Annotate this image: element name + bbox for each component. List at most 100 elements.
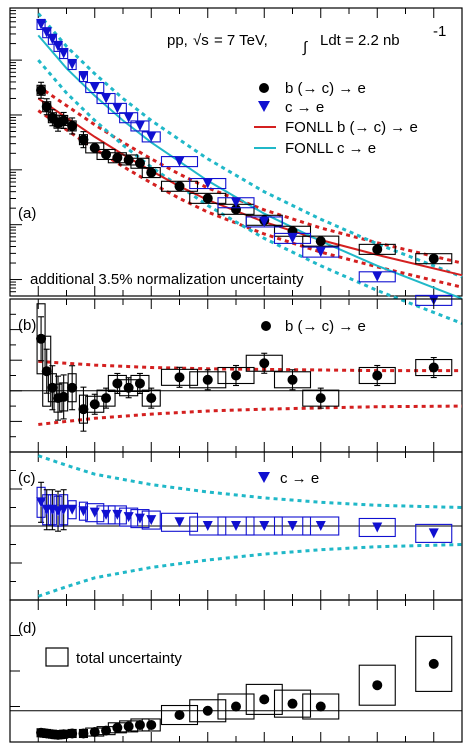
- c-data-point: [315, 247, 326, 258]
- c-data-point: [47, 34, 58, 45]
- panel-d-data-point: [372, 680, 383, 691]
- panel-c-data-point: [287, 521, 298, 531]
- c-data-point: [41, 27, 52, 38]
- legend-label-c: c → e: [285, 99, 324, 116]
- legend-label-panel-c: c → e: [280, 470, 319, 487]
- panel-d-uncertainty-box: [273, 689, 312, 718]
- c-data-point: [146, 131, 157, 142]
- panel-c-syst-box: [415, 523, 453, 543]
- panel-c-data-point: [231, 521, 241, 531]
- header-sqrt-s: √s: [193, 32, 209, 49]
- c-data-point: [287, 233, 298, 244]
- panel-c-data-point: [53, 506, 64, 517]
- panel-c-data-point: [174, 517, 185, 528]
- c-data-point: [53, 41, 64, 52]
- b-data-point: [78, 134, 89, 145]
- panel-c-syst-box: [358, 517, 396, 538]
- header-luminosity: Ldt = 2.2 nb: [320, 32, 400, 49]
- legend-marker-c-triangle-panel-c: [258, 472, 270, 483]
- b-data-point: [428, 253, 439, 264]
- fonll-c-upper-band: [37, 12, 463, 279]
- b-data-point: [89, 142, 100, 153]
- panel-c-data-point: [428, 528, 439, 539]
- panel-c-data-point: [259, 521, 270, 531]
- panel-c-data-point: [134, 513, 145, 524]
- panel-b-data-point: [146, 393, 157, 404]
- b-data-point: [101, 149, 112, 160]
- panel-b-data-point: [202, 374, 213, 385]
- panel-d-frame: [9, 599, 463, 743]
- panel-d-data-point: [287, 698, 298, 709]
- panel-b-data-point: [315, 393, 326, 404]
- legend-label-panel-d: total uncertainty: [76, 650, 182, 667]
- panel-label-b: (b): [18, 317, 36, 334]
- header-luminosity-exponent: -1: [433, 23, 446, 40]
- panel-c-syst-box: [160, 512, 199, 532]
- b-data-point: [202, 193, 213, 204]
- panel-b-data-point: [67, 382, 78, 393]
- panel-d-data-point: [67, 728, 78, 739]
- panel-c-data-point: [67, 504, 78, 515]
- panel-b-data-point: [47, 382, 58, 393]
- panel-c-data-point: [101, 509, 112, 520]
- b-data-point: [58, 115, 69, 126]
- panel-d-uncertainty-box: [415, 635, 453, 692]
- panel-b-fonll-upper: [38, 359, 462, 373]
- panel-d-data-point: [174, 710, 185, 721]
- panel-c-data-point: [58, 504, 69, 515]
- b-data-point: [41, 101, 52, 112]
- c-data-point: [101, 93, 112, 104]
- panel-b-data-point: [101, 393, 112, 404]
- panel-c-data-point: [372, 522, 383, 533]
- c-data-point: [134, 120, 145, 131]
- legend-marker-b-circle: [259, 83, 269, 93]
- panel-b-data-point: [134, 378, 145, 389]
- c-data-point: [36, 19, 47, 30]
- panel-d-data-point: [112, 722, 123, 733]
- c-data-point: [372, 271, 383, 282]
- panel-d-data-point: [123, 721, 134, 732]
- b-data-point: [67, 120, 78, 131]
- panel-d-data-point: [259, 694, 270, 705]
- panel-d-data-point: [146, 719, 157, 730]
- c-data-point: [259, 216, 270, 227]
- panel-c-data-point: [315, 521, 326, 531]
- c-data-point: [202, 178, 213, 189]
- panel-d-data-point: [231, 701, 241, 712]
- panel-b-data-point: [58, 391, 69, 402]
- panel-c-syst-box: [78, 501, 88, 521]
- c-data-point: [58, 48, 69, 59]
- b-data-point: [36, 85, 47, 96]
- panel-d-data-point: [428, 658, 439, 669]
- legend-a: b (→ c) → e c → e FONLL b (→ c) → e FONL…: [254, 80, 418, 157]
- panel-c-data-point: [123, 512, 134, 523]
- panel-d-data-point: [315, 701, 326, 712]
- b-data-point: [315, 236, 326, 247]
- c-data-point: [174, 156, 185, 167]
- panel-b-fonll-lower: [38, 404, 463, 426]
- panel-d-uncertainty-box: [302, 693, 340, 720]
- header-text: pp, √s = 7 TeV, ∫ Ldt = 2.2 nb -1: [167, 23, 446, 56]
- panel-b-data-point: [287, 374, 298, 385]
- panel-d-data-point: [101, 725, 112, 736]
- panel-b-data-point: [174, 372, 185, 383]
- b-data-point: [174, 181, 185, 192]
- c-data-point: [231, 197, 241, 208]
- panel-b-data-point: [36, 333, 47, 344]
- panel-label-a: (a): [18, 205, 36, 222]
- panel-c-syst-box: [189, 516, 227, 536]
- panel-c-syst-box: [141, 510, 161, 530]
- b-data-point: [134, 158, 145, 169]
- normalization-note: additional 3.5% normalization uncertaint…: [30, 271, 304, 288]
- b-data-point: [123, 154, 134, 165]
- panel-d-uncertainty-box: [245, 683, 283, 715]
- panel-b-data-point: [231, 370, 241, 381]
- panel-b-data-point: [41, 366, 52, 377]
- panel-b-data-point: [428, 362, 439, 373]
- fonll-b-upper-band: [37, 85, 463, 265]
- panel-d-uncertainty-box: [189, 699, 227, 723]
- legend-marker-b-circle-panel-b: [261, 321, 271, 331]
- panel-d-data-point: [202, 705, 213, 716]
- panel-d-data-point: [89, 727, 100, 738]
